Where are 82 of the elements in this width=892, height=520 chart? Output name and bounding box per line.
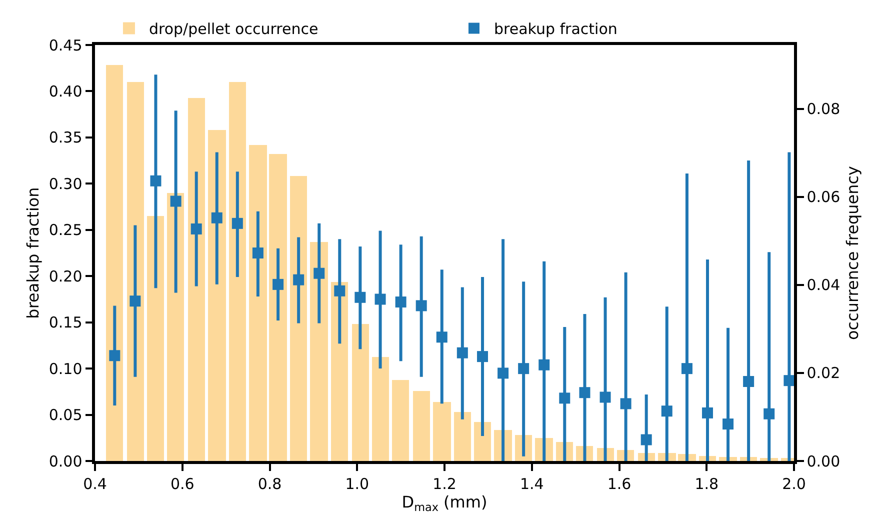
x-tick-label: 1.4 (520, 474, 544, 493)
point (395, 296, 406, 308)
point (722, 418, 734, 430)
bar (147, 216, 164, 461)
bar (310, 242, 328, 461)
x-tick-label: 1.0 (345, 474, 370, 493)
y2-tick-label: 0.04 (806, 276, 840, 294)
point (252, 248, 264, 258)
y2-tick-label: 0.06 (806, 188, 840, 206)
point (232, 218, 243, 229)
point (456, 347, 468, 358)
x-tick-label: 0.4 (83, 474, 107, 493)
bar (229, 82, 246, 461)
point (702, 407, 713, 418)
y2-tick-label: 0.08 (806, 100, 840, 118)
point (272, 278, 284, 290)
y-tick-label: 0.15 (48, 314, 82, 332)
point (109, 350, 120, 362)
y-axis-title: breakup fraction (24, 187, 43, 319)
x-tick-label: 2.0 (782, 474, 806, 493)
bar (331, 282, 348, 461)
bar (413, 391, 430, 461)
legend-label: breakup fraction (494, 20, 618, 38)
x-tick-label: 1.8 (694, 474, 719, 493)
point (314, 268, 325, 279)
y2-axis-title: occurrence frequency (842, 166, 862, 340)
y-tick-label: 0.10 (48, 360, 82, 378)
point (436, 332, 448, 343)
x-tick-label: 0.6 (170, 474, 194, 493)
x-tick-label: 0.8 (258, 474, 282, 493)
y-tick-label: 0.30 (48, 174, 82, 193)
point (784, 375, 794, 386)
point (764, 408, 775, 420)
point (559, 392, 570, 404)
point (518, 363, 530, 374)
bar (188, 98, 205, 461)
y2-tick-label: 0.02 (806, 364, 840, 382)
point (579, 387, 590, 398)
x-axis-title: D$_{max}$ (mm) (402, 492, 488, 514)
bar (352, 324, 369, 461)
bar (290, 176, 307, 461)
point (374, 294, 386, 305)
bar (392, 380, 409, 461)
bar (474, 422, 491, 461)
legend-label: drop/pellet occurrence (148, 20, 318, 38)
y-tick-label: 0.05 (48, 406, 82, 424)
point (170, 196, 182, 207)
point (190, 223, 202, 234)
point (130, 296, 141, 307)
bar (433, 402, 451, 461)
x-tick-label: 1.6 (607, 474, 632, 493)
bar (454, 412, 471, 461)
point (640, 434, 652, 446)
point (620, 398, 632, 410)
bar (208, 130, 226, 461)
point (334, 285, 346, 296)
x-tick-label: 1.2 (432, 474, 456, 493)
bar (127, 82, 144, 461)
point (211, 212, 222, 224)
y-tick-label: 0.20 (48, 267, 82, 286)
y2-tick-label: 0.00 (806, 452, 840, 470)
point (600, 392, 611, 403)
bar (249, 145, 267, 461)
bar (372, 357, 389, 461)
bar (269, 154, 287, 461)
y-tick-label: 0.35 (48, 128, 82, 147)
point (150, 175, 162, 186)
point (416, 300, 427, 312)
point (538, 359, 550, 370)
point (293, 274, 304, 286)
y-tick-label: 0.25 (48, 221, 82, 240)
point (661, 406, 672, 417)
y-tick-label: 0.00 (48, 452, 82, 470)
point (498, 368, 509, 379)
bar (106, 65, 123, 461)
y-tick-label: 0.40 (48, 82, 82, 100)
point (743, 376, 754, 387)
bar (167, 193, 184, 461)
y-tick-label: 0.45 (48, 36, 82, 54)
point (354, 292, 366, 303)
point (477, 351, 488, 362)
point (681, 363, 692, 374)
